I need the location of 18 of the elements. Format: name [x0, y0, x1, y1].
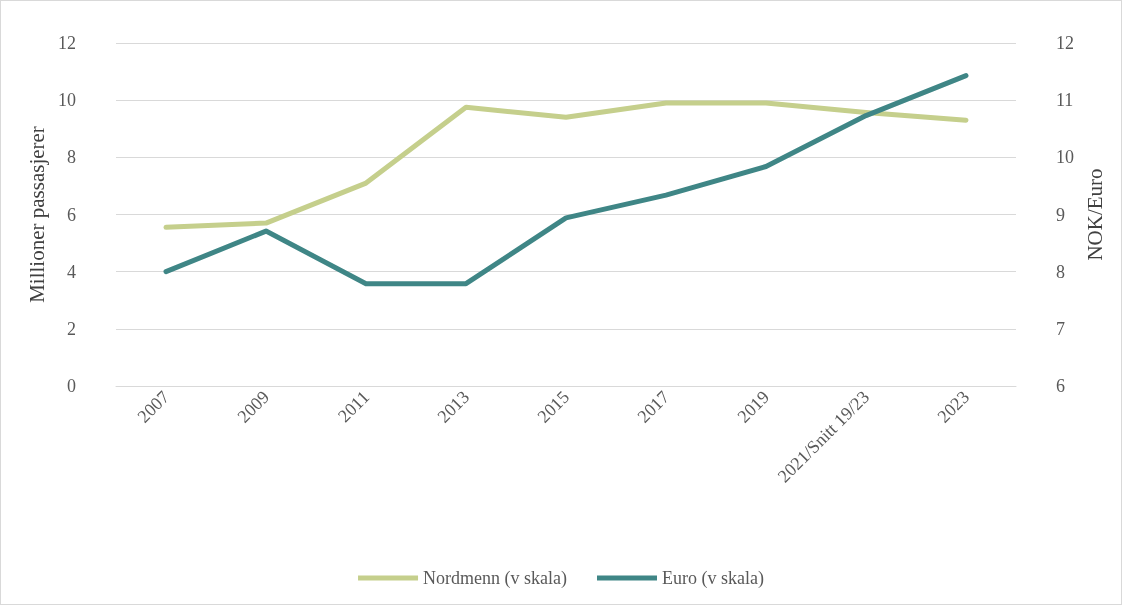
y-tick-label: 12 [58, 33, 76, 53]
y2-tick-label: 10 [1056, 147, 1074, 168]
y2-tick-label: 9 [1056, 204, 1065, 225]
y2-tick-label: 6 [1056, 376, 1065, 396]
y2-tick-label: 11 [1056, 90, 1074, 111]
y2-tick-label: 7 [1056, 318, 1065, 339]
y-tick-label: 2 [67, 318, 76, 339]
y2-tick-label: 8 [1056, 261, 1065, 282]
y-tick-label: 0 [67, 376, 76, 396]
y-tick-label: 8 [67, 147, 76, 168]
y-tick-label: 4 [67, 261, 76, 282]
y-tick-label: 6 [67, 204, 76, 225]
y-tick-label: 10 [58, 90, 76, 111]
legend-label: Euro (v skala) [662, 568, 764, 589]
y2-tick-label: 12 [1056, 33, 1074, 53]
y2-axis-title: NOK/Euro [1083, 168, 1108, 261]
legend-label: Nordmenn (v skala) [423, 568, 568, 589]
y-axis-title: Millioner passasjerer [24, 126, 49, 303]
